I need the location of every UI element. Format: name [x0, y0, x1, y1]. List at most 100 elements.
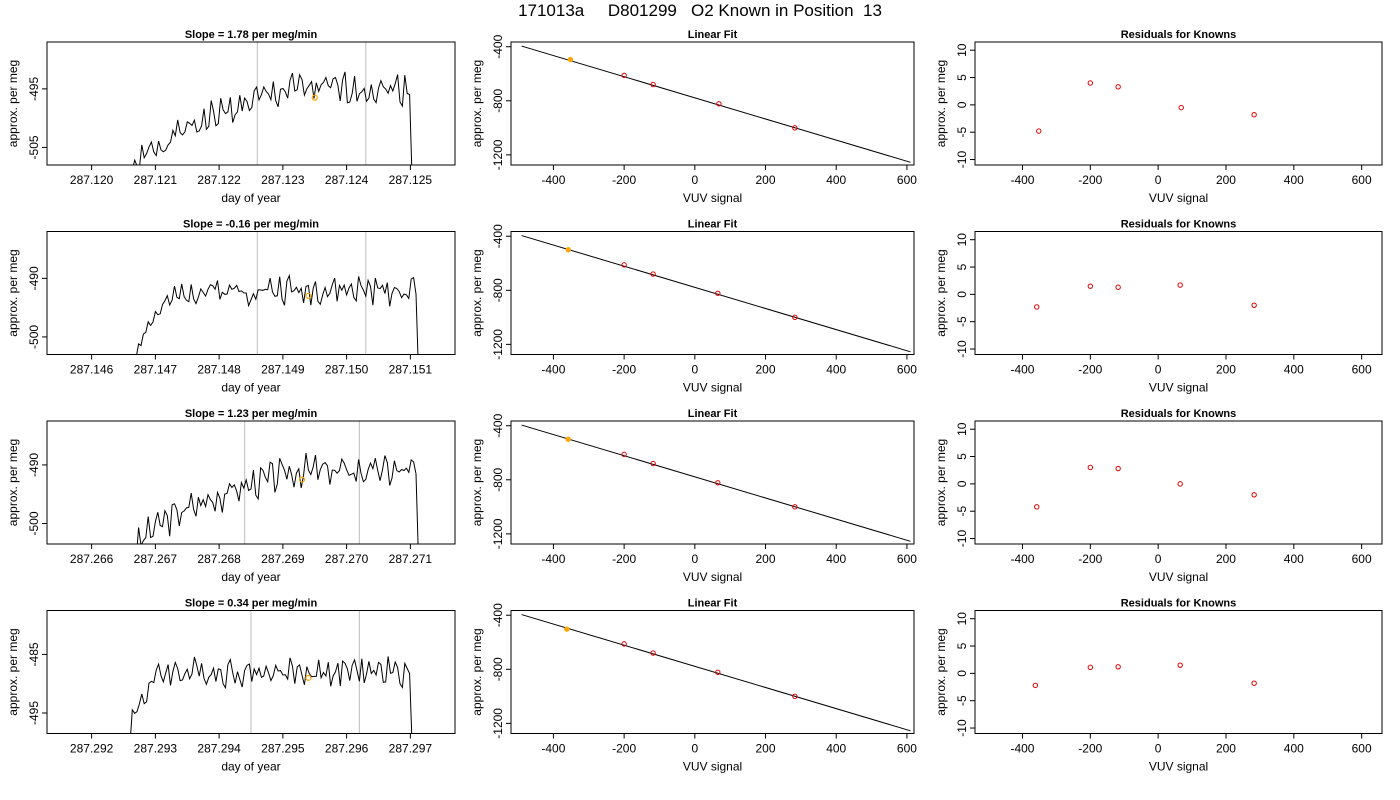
x-tick-label: 287.121 [134, 173, 178, 187]
x-tick-label: 600 [1352, 552, 1372, 566]
highlight-point [564, 626, 570, 632]
plot-area [132, 42, 413, 165]
panel-title: Residuals for Knowns [1121, 408, 1237, 420]
y-axis-label: approx. per meg [6, 60, 20, 147]
y-tick-label: -5 [955, 695, 969, 706]
data-point [650, 81, 656, 88]
panel-1-2: Linear Fit -400 -200 0 200 400 600 -400 -800 -120… [470, 29, 917, 205]
plot-area [521, 424, 911, 542]
x-tick-label: -400 [541, 742, 565, 756]
data-point [1115, 664, 1121, 670]
panel-2-3: Residuals for Knowns -400 -200 0 200 400 600 10… [934, 219, 1383, 395]
x-tick-label: 0 [1155, 173, 1162, 187]
y-tick-label: -1200 [491, 708, 505, 739]
x-tick-label: 287.266 [70, 552, 114, 566]
plot-area [521, 614, 911, 732]
y-tick-label: 5 [955, 263, 969, 270]
x-tick-label: -400 [1010, 173, 1034, 187]
x-tick-label: -200 [1078, 552, 1102, 566]
data-trace [136, 273, 419, 355]
data-point [792, 693, 798, 700]
x-tick-label: 287.150 [325, 363, 369, 377]
x-tick-label: 600 [1352, 742, 1372, 756]
x-axis-label: VUV signal [1149, 570, 1208, 584]
data-point [1251, 492, 1257, 498]
panel-title: Residuals for Knowns [1121, 219, 1237, 231]
x-tick-label: 400 [1284, 552, 1304, 566]
data-point [650, 460, 656, 467]
y-axis-label: approx. per meg [934, 60, 948, 147]
y-tick-label: -485 [27, 642, 41, 666]
highlight-point [298, 476, 306, 483]
x-axis-label: VUV signal [683, 381, 742, 395]
panel-title: Slope = 0.34 per meg/min [185, 598, 318, 610]
panel-3-3: Residuals for Knowns -400 -200 0 200 400 600 10… [934, 408, 1383, 584]
x-tick-label: -200 [612, 363, 636, 377]
x-tick-label: 287.296 [325, 742, 369, 756]
panel-title: Slope = 1.78 per meg/min [185, 29, 318, 41]
data-point [1177, 662, 1183, 668]
x-tick-label: 287.146 [70, 363, 114, 377]
data-point [1087, 80, 1094, 86]
y-tick-label: 10 [955, 233, 969, 247]
y-tick-label: -10 [955, 530, 969, 548]
y-tick-label: 5 [955, 642, 969, 649]
y-axis-label: approx. per meg [470, 60, 484, 147]
y-tick-label: -5 [955, 506, 969, 517]
x-tick-label: 287.294 [197, 742, 241, 756]
x-tick-label: -400 [541, 363, 565, 377]
data-point [1034, 304, 1040, 310]
data-point [715, 480, 721, 486]
y-tick-label: -495 [27, 701, 41, 725]
data-point [1036, 128, 1042, 134]
x-tick-label: 287.124 [325, 173, 369, 187]
panel-frame [974, 420, 1383, 545]
x-axis-label: VUV signal [1149, 381, 1208, 395]
panel-frame [46, 610, 456, 734]
y-tick-label: 0 [955, 291, 969, 298]
y-tick-label: -1200 [491, 518, 505, 549]
y-tick-label: 10 [955, 612, 969, 626]
highlight-point [565, 247, 571, 253]
x-tick-label: 600 [897, 552, 917, 566]
x-tick-label: -400 [1010, 552, 1034, 566]
x-axis-label: VUV signal [1149, 760, 1208, 774]
x-axis-label: VUV signal [1149, 191, 1208, 205]
data-point [1251, 112, 1257, 118]
data-point [715, 290, 721, 296]
panel-title: Residuals for Knowns [1121, 598, 1237, 610]
x-tick-label: 400 [1284, 173, 1304, 187]
y-axis-label: approx. per meg [6, 628, 20, 715]
y-tick-label: -400 [491, 413, 505, 437]
x-tick-label: 287.122 [197, 173, 241, 187]
x-axis-label: VUV signal [683, 570, 742, 584]
x-axis-label: VUV signal [683, 191, 742, 205]
data-point [1087, 464, 1094, 471]
x-tick-label: 287.295 [261, 742, 305, 756]
x-tick-label: 200 [1216, 363, 1236, 377]
x-tick-label: 600 [897, 363, 917, 377]
data-point [621, 262, 627, 268]
y-tick-label: 0 [955, 670, 969, 677]
y-tick-label: -1200 [491, 139, 505, 170]
data-point [1087, 283, 1094, 289]
data-point [1032, 682, 1039, 689]
panel-frame [46, 420, 456, 545]
fit-line [521, 45, 911, 163]
x-tick-label: 287.120 [70, 173, 114, 187]
panel-frame [510, 41, 915, 166]
data-point [1178, 104, 1184, 111]
y-tick-label: 0 [955, 480, 969, 487]
x-tick-label: 287.123 [261, 173, 305, 187]
x-tick-label: 200 [1216, 173, 1236, 187]
x-tick-label: -200 [1078, 173, 1102, 187]
data-point [650, 650, 656, 656]
x-tick-label: 287.271 [389, 552, 433, 566]
y-tick-label: -490 [27, 266, 41, 290]
x-tick-label: 600 [1352, 363, 1372, 377]
data-point [621, 451, 627, 458]
panel-title: Linear Fit [688, 219, 738, 231]
highlight-point [305, 292, 312, 300]
panel-frame [974, 610, 1383, 734]
panel-4-2: Linear Fit -400 -200 0 200 400 600 -400 -800 -120… [470, 598, 917, 774]
